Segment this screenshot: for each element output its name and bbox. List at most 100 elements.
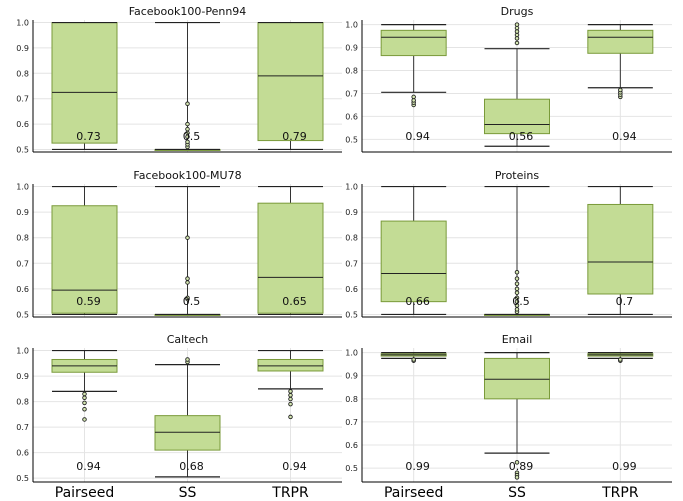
- y-tick-label: 0.8: [16, 234, 29, 243]
- x-category-label: TRPR: [601, 485, 639, 501]
- panel-title: Drugs: [501, 5, 534, 18]
- box: [587, 29, 654, 54]
- outlier-point: [618, 357, 623, 362]
- y-tick-label: 0.9: [16, 208, 29, 217]
- box: [380, 220, 447, 303]
- y-tick-label: 0.5: [16, 474, 29, 483]
- y-tick-label: 0.8: [345, 234, 358, 243]
- outlier-point: [514, 475, 520, 480]
- outlier-point: [82, 400, 87, 406]
- y-tick-label: 0.7: [16, 95, 29, 104]
- y-tick-label: 0.8: [16, 69, 29, 78]
- outlier-point: [514, 295, 520, 301]
- outlier-point: [288, 392, 293, 398]
- y-tick-label: 0.9: [16, 372, 29, 381]
- box: [587, 203, 654, 295]
- panel-title: Proteins: [495, 169, 540, 182]
- box-value-label: 0.59: [76, 295, 101, 308]
- box: [380, 29, 447, 57]
- outlier-point: [514, 22, 520, 27]
- outlier-point: [185, 126, 190, 132]
- y-tick-label: 1.0: [345, 21, 358, 30]
- box-value-label: 0.79: [282, 130, 307, 143]
- outlier-point: [514, 290, 520, 295]
- y-tick-label: 0.7: [16, 423, 29, 432]
- outlier-point: [411, 94, 416, 100]
- y-tick-label: 0.7: [345, 259, 358, 268]
- outlier-point: [411, 357, 416, 362]
- outlier-point: [82, 395, 87, 401]
- y-tick-label: 0.7: [16, 259, 29, 268]
- box: [51, 205, 118, 314]
- y-tick-label: 0.6: [345, 441, 358, 450]
- y-tick-label: 0.8: [16, 398, 29, 407]
- y-tick-label: 0.6: [345, 112, 358, 121]
- y-tick-label: 1.0: [16, 19, 29, 28]
- x-category-label: SS: [508, 485, 526, 501]
- box: [484, 98, 550, 135]
- box-value-label: 0.65: [282, 295, 307, 308]
- outlier-point: [185, 295, 190, 301]
- y-tick-label: 1.0: [16, 347, 29, 356]
- y-tick-label: 0.5: [16, 310, 29, 319]
- y-tick-label: 0.9: [16, 44, 29, 53]
- y-tick-label: 0.9: [345, 208, 358, 217]
- y-tick-label: 0.6: [345, 285, 358, 294]
- outlier-point: [514, 460, 520, 465]
- panel-title: Facebook100-Penn94: [129, 5, 247, 18]
- y-tick-label: 0.7: [345, 418, 358, 427]
- box: [51, 22, 118, 144]
- box-value-label: 0.68: [179, 460, 204, 473]
- y-tick-label: 0.6: [16, 285, 29, 294]
- panel-title: Caltech: [167, 333, 209, 346]
- panel-title: Email: [502, 333, 533, 346]
- outlier-point: [288, 389, 293, 394]
- box-value-label: 0.94: [76, 460, 101, 473]
- outlier-point: [185, 235, 190, 240]
- box-value-label: 0.94: [282, 460, 307, 473]
- y-tick-label: 0.5: [345, 310, 358, 319]
- y-tick-label: 1.0: [345, 349, 358, 358]
- y-tick-label: 0.5: [345, 135, 358, 144]
- y-tick-label: 0.6: [16, 120, 29, 129]
- outlier-point: [185, 357, 190, 362]
- box-value-label: 0.94: [612, 130, 637, 143]
- outlier-point: [514, 276, 520, 281]
- x-category-label: SS: [179, 485, 197, 501]
- y-tick-label: 0.8: [345, 395, 358, 404]
- x-category-label: Pairseed: [55, 485, 114, 501]
- outlier-point: [185, 276, 190, 281]
- outlier-point: [185, 101, 190, 107]
- outlier-point: [514, 40, 520, 46]
- box-value-label: 0.5: [183, 130, 201, 143]
- y-tick-label: 0.7: [345, 89, 358, 98]
- box: [257, 22, 324, 142]
- outlier-point: [288, 396, 293, 402]
- outlier-point: [82, 417, 87, 422]
- y-tick-label: 0.9: [345, 44, 358, 53]
- box: [484, 357, 550, 400]
- box-value-label: 0.5: [512, 295, 530, 308]
- outlier-point: [288, 414, 293, 420]
- panel-title: Facebook100-MU78: [133, 169, 241, 182]
- y-tick-label: 1.0: [16, 183, 29, 192]
- box: [257, 202, 324, 314]
- y-tick-label: 0.5: [345, 464, 358, 473]
- box-value-label: 0.7: [616, 295, 634, 308]
- outlier-point: [288, 401, 293, 407]
- outlier-point: [514, 269, 520, 275]
- x-category-label: Pairseed: [384, 485, 443, 501]
- box-value-label: 0.94: [405, 130, 430, 143]
- box-value-label: 0.5: [183, 295, 201, 308]
- box-value-label: 0.99: [612, 460, 637, 473]
- box: [257, 358, 324, 372]
- outlier-point: [185, 280, 190, 285]
- x-category-label: TRPR: [271, 485, 309, 501]
- y-tick-label: 0.9: [345, 372, 358, 381]
- outlier-point: [82, 391, 87, 397]
- box-value-label: 0.99: [405, 460, 430, 473]
- box-value-label: 0.56: [509, 130, 534, 143]
- outlier-point: [82, 407, 87, 412]
- outlier-point: [514, 307, 520, 312]
